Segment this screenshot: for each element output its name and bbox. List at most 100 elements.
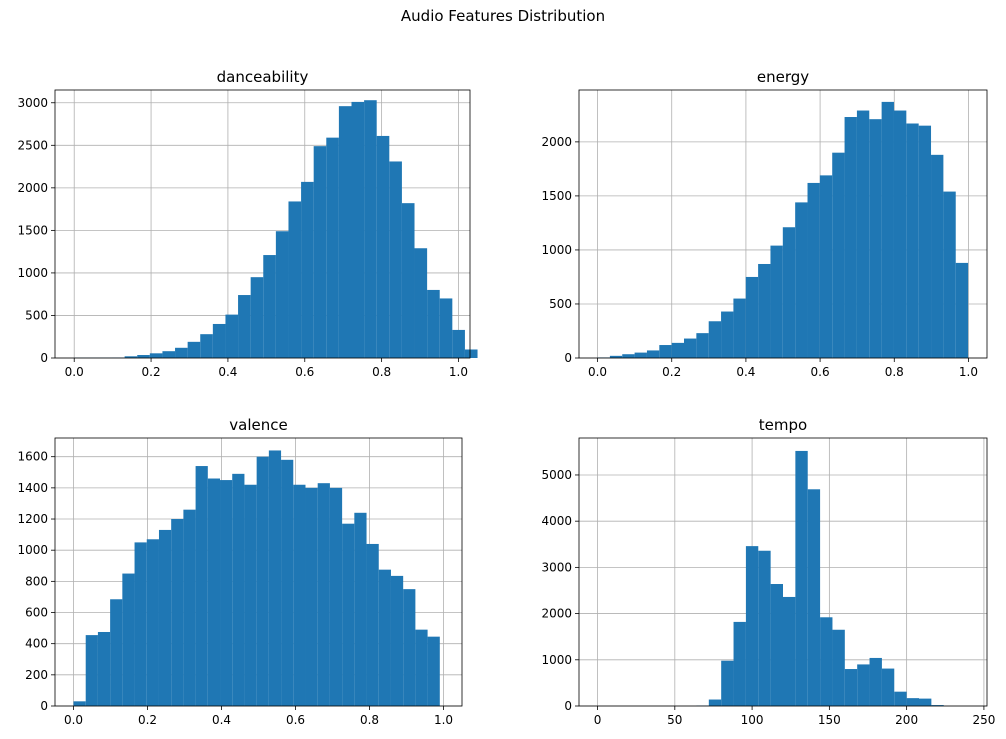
energy-histogram-bar xyxy=(856,110,870,358)
tempo-histogram-panel: 0 50 100 150 200 250 0 1000 2000 3000 4000 5000 temp… xyxy=(541,416,995,727)
danceability-histogram-bar xyxy=(401,203,415,358)
energy-histogram-bar xyxy=(931,154,944,358)
valence-histogram-bar xyxy=(281,459,294,706)
valence-x-tick-label: 0.0 xyxy=(64,713,83,727)
valence-histogram-bar xyxy=(366,543,379,706)
valence-histogram-bar xyxy=(73,701,86,706)
energy-histogram-bar xyxy=(844,117,857,358)
tempo-histogram-bar xyxy=(758,550,771,706)
tempo-x-tick-label: 100 xyxy=(741,713,764,727)
energy-histogram-bar xyxy=(782,227,796,358)
valence-histogram-bar xyxy=(317,483,330,706)
energy-axes-frame xyxy=(578,89,988,359)
tempo-histogram-bar xyxy=(931,705,944,706)
tempo-y-tick-label: 4000 xyxy=(541,514,572,528)
danceability-histogram-bar xyxy=(200,334,213,358)
valence-histogram-bar xyxy=(329,487,343,706)
valence-histogram-bar xyxy=(146,539,159,706)
energy-histogram-bar xyxy=(918,125,932,359)
danceability-histogram-bar xyxy=(212,323,226,358)
valence-histogram-bar xyxy=(97,631,111,706)
tempo-y-tick-label: 5000 xyxy=(541,468,572,482)
danceability-histogram-bar xyxy=(376,135,390,358)
energy-histogram-bar xyxy=(869,119,882,358)
energy-histogram-panel: 0.0 0.2 0.4 0.6 0.8 1.0 0 500 1000 1500 2000 energy xyxy=(541,68,988,379)
valence-y-tick-label: 0 xyxy=(40,699,48,713)
valence-y-tick-label: 1000 xyxy=(17,543,48,557)
danceability-histogram-bar xyxy=(338,106,352,359)
danceability-histogram-bar xyxy=(364,100,377,358)
tempo-histogram-bar xyxy=(770,584,783,706)
valence-histogram-bar xyxy=(158,529,172,706)
danceability-x-tick-label: 0.8 xyxy=(372,365,391,379)
energy-x-tick-label: 0.4 xyxy=(736,365,755,379)
danceability-x-tick-label: 0.2 xyxy=(142,365,161,379)
danceability-histogram-bar xyxy=(313,146,327,358)
danceability-histogram-bar xyxy=(427,289,440,358)
valence-histogram-panel: 0.0 0.2 0.4 0.6 0.8 1.0 0 200 400 600 800 1000 1200 1… xyxy=(17,416,463,727)
danceability-histogram-bar xyxy=(414,248,428,358)
energy-histogram-bar xyxy=(708,321,722,358)
danceability-histogram-bar xyxy=(225,314,239,358)
tempo-x-tick-label: 200 xyxy=(895,713,918,727)
tempo-histogram-bar xyxy=(807,489,821,706)
energy-histogram-bar xyxy=(696,333,709,358)
danceability-histogram-panel: 0.0 0.2 0.4 0.6 0.8 1.0 0 500 1000 1500 2000 2500 30… xyxy=(17,68,478,379)
valence-histogram-bar xyxy=(305,487,318,706)
valence-histogram-bar xyxy=(293,484,306,706)
valence-axes-frame xyxy=(54,437,463,707)
danceability-histogram-bar xyxy=(351,101,365,359)
tempo-histogram-bar xyxy=(708,699,722,706)
danceability-y-tick-label: 2500 xyxy=(17,138,48,152)
energy-histogram-bar xyxy=(795,202,808,358)
valence-histogram-bar xyxy=(122,573,135,706)
tempo-x-tick-label: 250 xyxy=(972,713,995,727)
danceability-axes-frame xyxy=(54,89,471,359)
valence-histogram-bar xyxy=(403,589,416,706)
tempo-y-tick-label: 2000 xyxy=(541,607,572,621)
valence-histogram-bar xyxy=(85,635,98,706)
tempo-histogram-bar xyxy=(733,621,746,706)
energy-histogram-bar xyxy=(758,263,771,358)
valence-y-tick-label: 1200 xyxy=(17,512,48,526)
danceability-y-tick-label: 1000 xyxy=(17,266,48,280)
tempo-histogram-bar xyxy=(869,657,882,706)
tempo-y-tick-label: 1000 xyxy=(541,653,572,667)
danceability-histogram-bar xyxy=(275,231,289,358)
energy-histogram-bar xyxy=(770,245,783,358)
valence-y-tick-label: 600 xyxy=(25,606,48,620)
valence-histogram-bar xyxy=(232,473,245,706)
energy-histogram-bar xyxy=(733,298,746,358)
danceability-histogram-bar xyxy=(464,349,478,358)
danceability-histogram-bar xyxy=(124,356,138,358)
valence-histogram-bar xyxy=(134,542,147,706)
tempo-histogram-bar xyxy=(881,668,895,706)
energy-title: energy xyxy=(757,68,809,86)
tempo-histogram-bar xyxy=(906,698,919,706)
valence-histogram-bar xyxy=(268,450,282,706)
tempo-axes-frame xyxy=(578,437,988,707)
energy-x-tick-label: 0.0 xyxy=(588,365,607,379)
danceability-y-tick-label: 2000 xyxy=(17,181,48,195)
danceability-histogram-bar xyxy=(137,355,150,358)
energy-y-tick-label: 1000 xyxy=(541,243,572,257)
tempo-histogram-bar xyxy=(820,617,833,706)
valence-histogram-bar xyxy=(342,523,355,706)
energy-histogram-bar xyxy=(622,354,635,358)
danceability-histogram-bar xyxy=(250,277,264,358)
valence-x-tick-label: 0.4 xyxy=(212,713,231,727)
danceability-histogram-bar xyxy=(175,347,188,358)
energy-histogram-bar xyxy=(819,175,833,358)
energy-histogram-bar xyxy=(893,110,907,358)
energy-y-tick-label: 500 xyxy=(549,297,572,311)
energy-y-tick-label: 0 xyxy=(564,351,572,365)
energy-histogram-bar xyxy=(832,152,845,358)
danceability-histogram-bar xyxy=(162,351,176,358)
tempo-histogram-bar xyxy=(783,596,796,706)
danceability-y-tick-label: 0 xyxy=(40,351,48,365)
valence-histogram-bar xyxy=(110,599,123,706)
tempo-histogram-bar xyxy=(919,698,932,706)
danceability-histogram-bar xyxy=(326,137,339,358)
energy-histogram-bar xyxy=(745,276,759,358)
